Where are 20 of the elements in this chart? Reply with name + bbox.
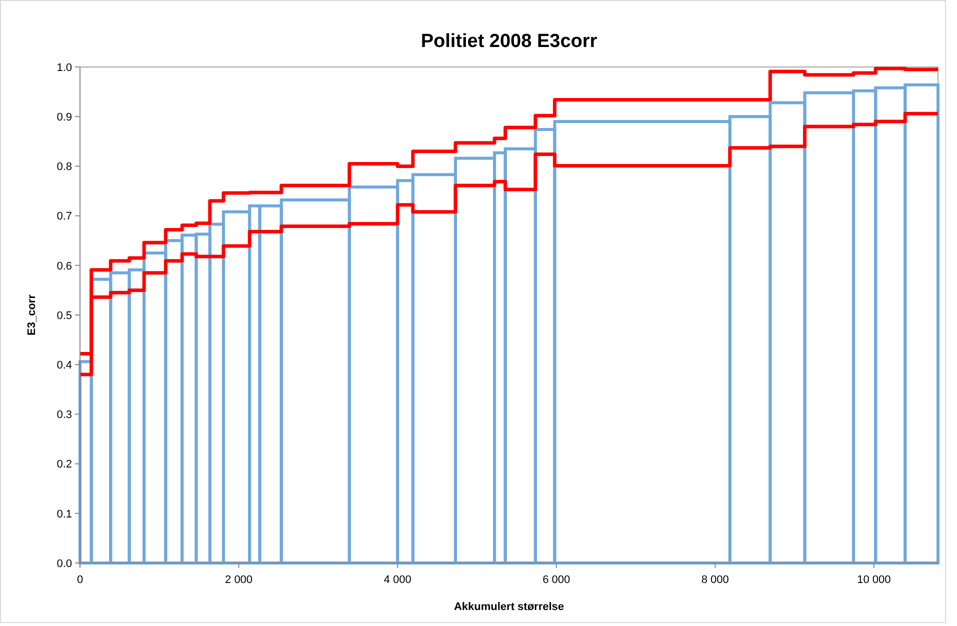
y-tick-label: 0.0 bbox=[56, 558, 72, 570]
x-tick-label: 8 000 bbox=[701, 574, 729, 586]
x-tick-label: 6 000 bbox=[542, 574, 570, 586]
x-axis-title: Akkumulert størrelse bbox=[454, 601, 564, 613]
x-tick-label: 10 000 bbox=[857, 574, 891, 586]
y-tick-label: 0.8 bbox=[56, 161, 72, 174]
y-tick-label: 0.5 bbox=[56, 310, 72, 322]
y-tick-label: 0.3 bbox=[56, 409, 72, 422]
y-tick-label: 0.9 bbox=[56, 111, 72, 124]
chart-title: Politiet 2008 E3corr bbox=[420, 31, 598, 52]
x-tick-label: 0 bbox=[76, 574, 84, 586]
y-tick-label: 0.4 bbox=[56, 359, 72, 372]
x-tick-label: 4 000 bbox=[384, 574, 412, 586]
x-tick-label: 2 000 bbox=[225, 574, 253, 586]
y-axis-title: E3_corr bbox=[26, 294, 38, 336]
y-tick-label: 0.2 bbox=[56, 458, 72, 471]
y-tick-label: 0.7 bbox=[56, 210, 72, 223]
y-tick-label: 0.6 bbox=[56, 260, 72, 272]
y-tick-label: 0.1 bbox=[56, 508, 72, 520]
y-tick-label: 1.0 bbox=[56, 62, 72, 74]
